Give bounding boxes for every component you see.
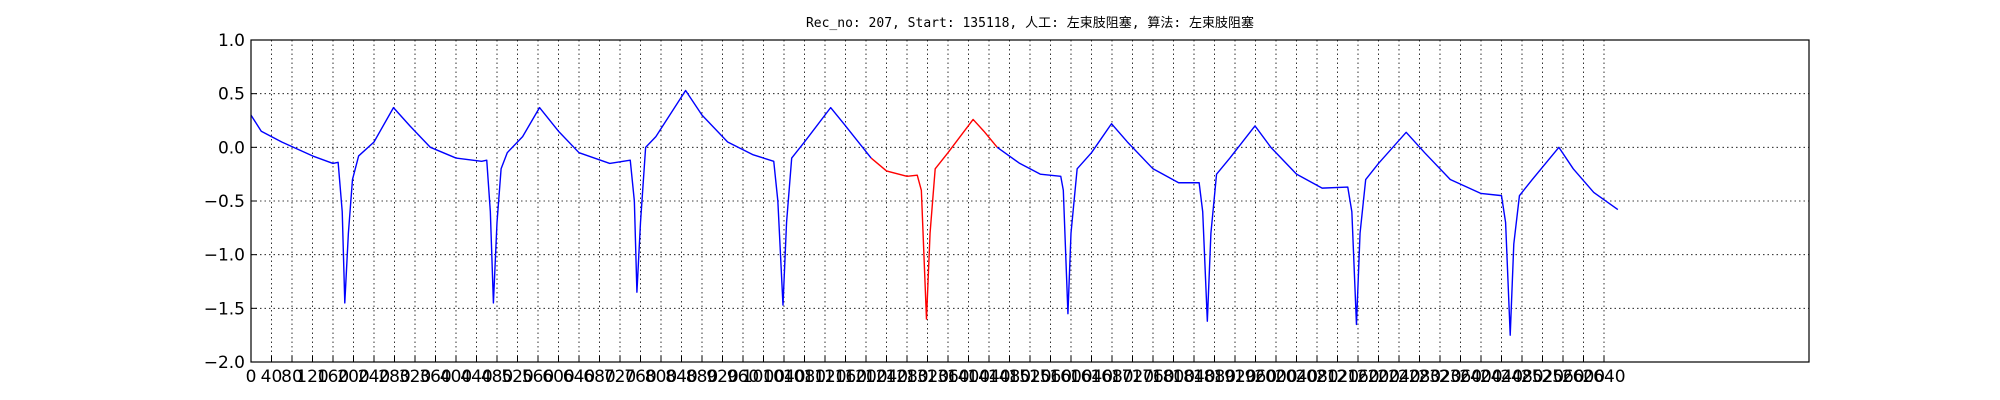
x-tick-label: 2240 [1377,367,1420,387]
x-tick-label: 40 [261,367,283,387]
x-tick-label: 1680 [1090,367,1133,387]
x-tick-label: 240 [358,367,390,387]
y-tick-label: 1.0 [218,31,245,51]
y-tick-label: 0.5 [218,85,245,105]
x-tick-label: 2400 [1459,367,1502,387]
x-tick-label: 2560 [1541,367,1584,387]
x-tick-label: 1560 [1029,367,1072,387]
x-tick-label: 2520 [1521,367,1564,387]
x-tick-label: 680 [583,367,615,387]
lines [250,89,1619,336]
y-tick-label: −1.0 [204,246,245,266]
x-tick-label: 2360 [1439,367,1482,387]
x-tick-label: 1640 [1070,367,1113,387]
x-tick-label: 400 [440,367,472,387]
x-tick-label: 2160 [1336,367,1379,387]
x-tick-label: 2640 [1582,367,1625,387]
x-tick-label: 1040 [762,367,805,387]
x-tick-label: 1840 [1172,367,1215,387]
x-tick-label: 480 [481,367,513,387]
x-tick-label: 360 [419,367,451,387]
x-tick-label: 2440 [1480,367,1523,387]
x-tick-label: 2200 [1357,367,1400,387]
x-tick-label: 2280 [1398,367,1441,387]
x-tick-label: 200 [337,367,369,387]
x-tick-label: 1800 [1152,367,1195,387]
x-tick-label: 1400 [947,367,990,387]
x-tick-label: 2320 [1418,367,1461,387]
ecg-line [250,89,872,306]
x-tick-label: 800 [645,367,677,387]
chart-title: Rec_no: 207, Start: 135118, 人工: 左束肢阻塞, 算… [806,15,1254,31]
y-tick-label: −2.0 [204,353,245,373]
x-tick-label: 1600 [1049,367,1092,387]
y-tick-label: −1.5 [204,299,245,319]
x-tick-label: 1920 [1213,367,1256,387]
x-tick-label: 2040 [1275,367,1318,387]
x-tick-label: 1240 [865,367,908,387]
x-tick-label: 1160 [824,367,867,387]
x-tick-label: 760 [624,367,656,387]
x-tick-label: 1960 [1234,367,1277,387]
x-tick-label: 120 [296,367,328,387]
x-tick-label: 440 [460,367,492,387]
x-tick-label: 640 [563,367,595,387]
tick-labels: −2.0−1.5−1.0−0.50.00.51.00 40801201602002… [204,31,1626,387]
x-tick-label: 720 [604,367,636,387]
ecg-line [870,118,998,320]
x-tick-label: 1200 [844,367,887,387]
x-tick-label: 2480 [1500,367,1543,387]
x-tick-label: 2000 [1254,367,1297,387]
x-tick-label: 1280 [885,367,928,387]
x-tick-label: 1320 [906,367,949,387]
x-tick-label: 160 [317,367,349,387]
x-tick-label: 880 [686,367,718,387]
x-tick-label: 320 [399,367,431,387]
plot-frame [250,39,1810,363]
x-tick-label: 1480 [988,367,1031,387]
x-tick-label: 1080 [783,367,826,387]
x-tick-label: 920 [706,367,738,387]
grid [250,39,1809,363]
x-tick-label: 1440 [967,367,1010,387]
x-tick-label: 0 [246,367,257,387]
x-tick-label: 80 [281,367,303,387]
x-tick-label: 1520 [1008,367,1051,387]
ecg-line [996,123,1619,336]
x-tick-label: 520 [501,367,533,387]
x-tick-label: 2600 [1562,367,1605,387]
x-tick-label: 1120 [803,367,846,387]
x-tick-label: 280 [378,367,410,387]
x-tick-label: 1720 [1111,367,1154,387]
x-tick-label: 840 [665,367,697,387]
y-tick-label: 0.0 [218,138,245,158]
x-tick-label: 1000 [742,367,785,387]
x-tick-label: 960 [727,367,759,387]
x-tick-label: 1760 [1131,367,1174,387]
x-tick-label: 560 [522,367,554,387]
x-tick-label: 600 [542,367,574,387]
x-tick-label: 1880 [1193,367,1236,387]
x-tick-label: 2120 [1316,367,1359,387]
x-tick-label: 2080 [1295,367,1338,387]
x-tick-label: 1360 [926,367,969,387]
y-tick-label: −0.5 [204,192,245,212]
